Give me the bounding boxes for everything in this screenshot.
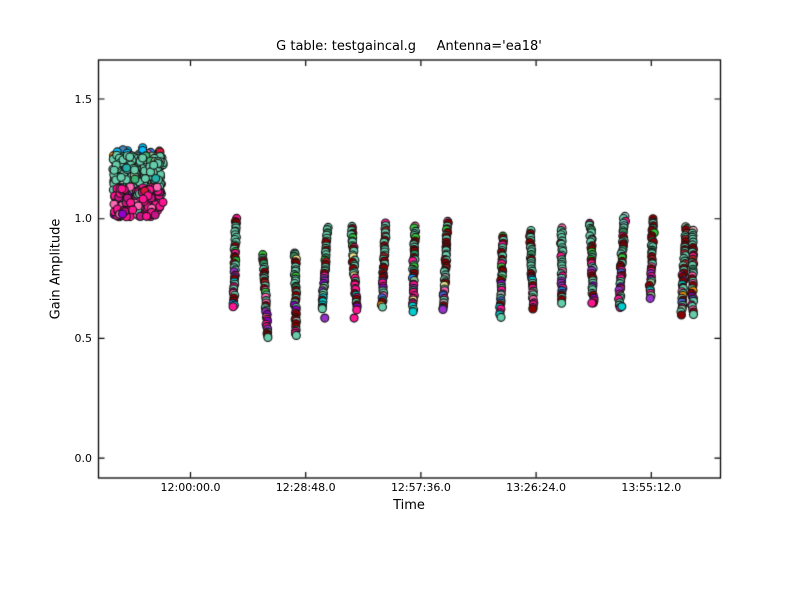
plot-title: G table: testgaincal.g Antenna='ea18' — [276, 39, 542, 54]
x-axis-label: Time — [393, 498, 425, 513]
y-tick-label-1: 0.5 — [74, 331, 93, 345]
x-tick-label-2: 12:57:36.0 — [390, 481, 451, 494]
y-tick-label-2: 1.0 — [74, 212, 93, 226]
y-axis-label: Gain Amplitude — [48, 218, 64, 320]
x-tick-label-1: 12:28:48.0 — [275, 481, 336, 494]
y-tick-label-3: 1.5 — [74, 92, 93, 106]
y-tick-label-0: 0.0 — [74, 451, 93, 465]
x-tick-label-3: 13:26:24.0 — [506, 481, 567, 494]
x-tick-label-0: 12:00:00.0 — [160, 481, 221, 494]
x-tick-label-4: 13:55:12.0 — [621, 481, 682, 494]
